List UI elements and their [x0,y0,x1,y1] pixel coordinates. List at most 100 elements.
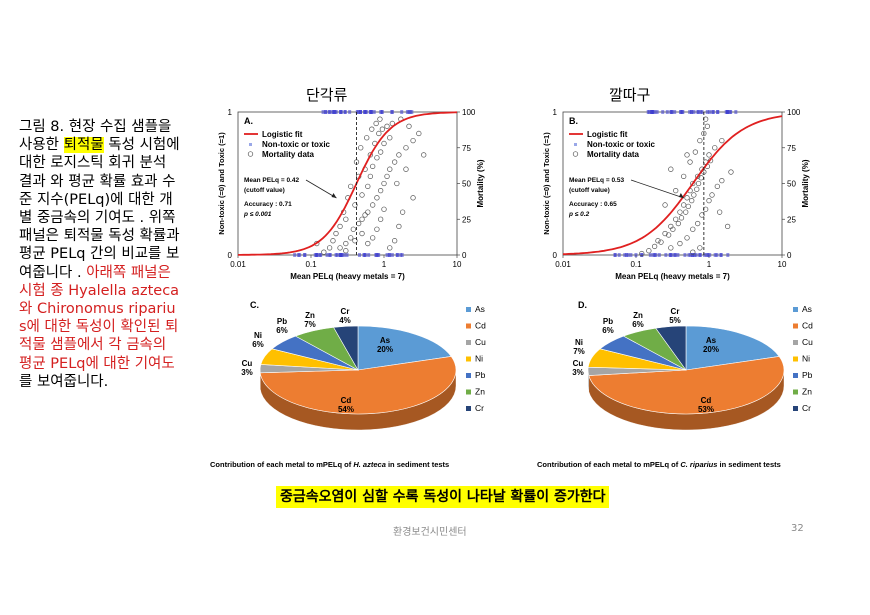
legend-toxic-label: Non-toxic or toxic [587,140,656,149]
x-axis-label: Mean PELq (heavy metals = 7) [290,272,405,281]
nontoxic-mark [629,253,633,257]
nontoxic-mark [657,253,661,257]
mortality-point [670,226,676,232]
legend-swatch-cr [466,406,471,411]
toxic-mark [390,110,394,114]
mortality-point [392,159,398,165]
y-right-tick-label: 100 [462,108,476,117]
mortality-point [399,209,406,215]
mortality-point [673,187,679,194]
mortality-point [348,183,354,190]
toxic-mark [356,110,360,114]
mortality-point [724,223,731,230]
x-tick-label: 0.1 [305,260,317,269]
legend-logistic-label: Logistic fit [587,130,628,139]
y-right-tick-label: 0 [462,251,467,260]
toxic-mark [653,110,657,114]
mortality-point [378,187,384,194]
legend-label-cr: Cr [475,403,484,413]
mortality-point [387,245,393,251]
nontoxic-mark [293,253,297,257]
pie-label-as: As [706,336,717,345]
legend-swatch-as [466,307,471,312]
nontoxic-mark [690,253,694,257]
mortality-point [684,152,690,158]
nontoxic-mark [399,253,403,257]
legend-mortality-swatch [247,151,254,157]
nontoxic-mark [328,253,332,257]
mortality-point [348,235,354,241]
toxic-mark [328,110,332,114]
mortality-point [374,195,380,201]
nontoxic-mark [315,253,319,257]
legend-swatch-cu [793,340,798,345]
mortality-point [352,202,358,208]
mortality-point [365,183,371,190]
mortality-point [695,180,702,187]
nontoxic-mark [358,253,362,257]
legend-swatch-ni [793,356,798,362]
mortality-point [673,216,679,222]
mortality-point [337,223,343,230]
mortality-point [369,126,375,132]
pie-slice-cd [259,356,457,415]
y-right-axis-label: Mortality (%) [801,159,810,207]
nontoxic-mark [395,253,399,257]
toxic-mark [334,110,338,114]
mortality-point [337,245,343,251]
mortality-point [684,235,690,241]
toxic-mark [708,110,712,114]
mortality-point [697,245,703,251]
mortality-point [719,177,725,184]
mortality-point [381,206,387,212]
mortality-point [394,180,400,187]
mortality-point [364,135,370,141]
nontoxic-mark [298,253,302,257]
pie-slice-cr [655,325,687,371]
mortality-point [359,216,365,222]
cutoff-annotation: p ≤ 0.001 [243,211,272,218]
mortality-point [728,169,734,175]
pie-slice-as [685,325,780,371]
pie-value-cd: 54% [338,405,354,414]
mortality-point [681,202,687,208]
legend-label-cu: Cu [475,337,486,347]
panel-label: B. [569,116,578,126]
x-tick-label: 0.01 [230,260,246,269]
mortality-point [326,245,333,251]
mortality-point [403,145,409,151]
toxic-mark [343,110,347,114]
nontoxic-mark [687,253,691,257]
mortality-point [714,183,720,190]
mortality-point [343,248,349,254]
toxic-mark [661,110,665,114]
panel-label: C. [250,300,259,310]
nontoxic-mark [673,253,677,257]
nontoxic-mark [664,253,668,257]
pie-label-ni: Ni [254,331,262,340]
nontoxic-mark [640,253,644,257]
mortality-point [396,152,402,158]
caption-part-5: 를 보여줍니다. [19,373,109,390]
mortality-point [370,235,376,241]
cutoff-annotation: (cutoff value) [569,187,610,194]
legend-label-pb: Pb [475,370,486,380]
pie-value-ni: 6% [252,340,264,349]
toxic-mark [400,110,404,114]
mortality-point [379,126,386,132]
mortality-point [387,135,393,141]
mortality-point [697,137,703,144]
mortality-point [662,202,668,208]
figure-caption-text: 그림 8. 현장 수집 샘플을 사용한 퇴적물 독성 시험에 대한 로지스틱 회… [19,118,181,391]
pie-label-cd: Cd [341,396,352,405]
caption-part-3: 독성 시험에 대한 로지스틱 회귀 분석 결과 와 평균 확률 효과 수준 지수… [19,137,180,281]
toxic-mark [673,110,677,114]
toxic-mark [690,110,694,114]
caption-part-1: 그림 8. 현장 수집 샘플을 사용한 [19,119,172,154]
toxic-mark [700,110,704,114]
pie-label-cd: Cd [701,396,712,405]
toxic-mark [712,110,716,114]
mortality-point [655,238,661,244]
toxic-mark [679,110,683,114]
pie-value-as: 20% [377,345,393,354]
